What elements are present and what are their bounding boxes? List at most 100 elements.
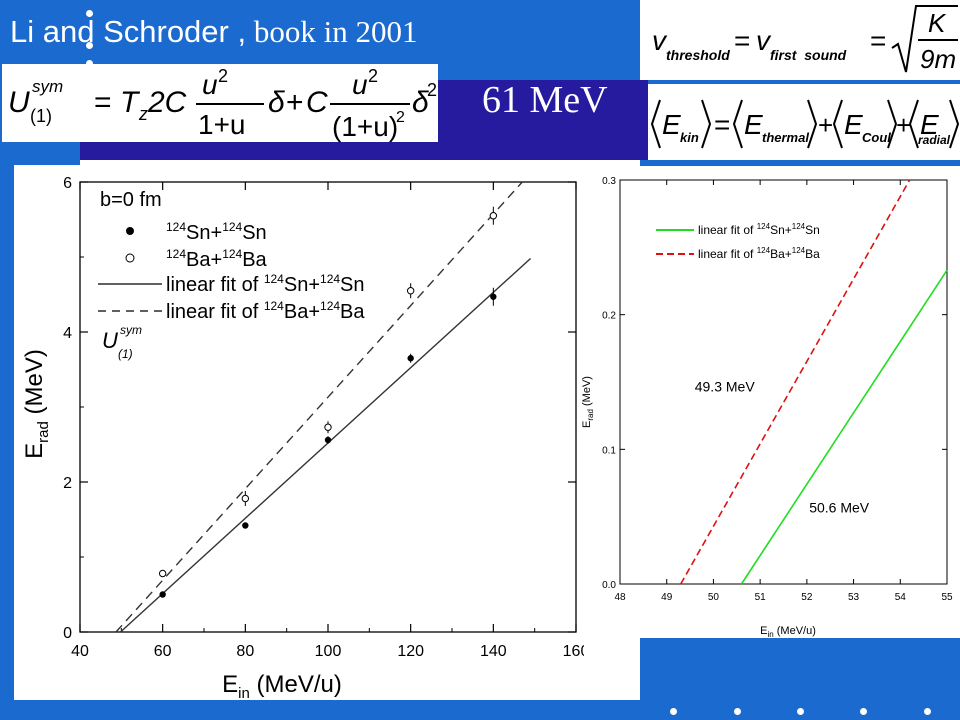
legend-sup: 124 [166, 220, 186, 234]
angle-bracket [908, 99, 919, 149]
energy-label: 61 MeV [482, 79, 608, 121]
x-axis-label: Ein (MeV/u) [222, 671, 342, 700]
x-label-main: E [222, 671, 238, 698]
annotation-u-sup: sym [120, 323, 142, 337]
x-label-main: E [760, 625, 767, 637]
eq-u: U [8, 86, 30, 119]
y-label-sub: rad [586, 409, 595, 421]
eq-delta2: δ [412, 86, 429, 119]
eq-equals: = [734, 25, 750, 56]
chart-axes: 48 49 50 51 52 53 54 55 0.0 0.1 0.2 0.3 [602, 176, 953, 603]
threshold-annotation: 50.6 MeV [809, 500, 870, 516]
bottom-right-band [640, 638, 960, 720]
eq-num1: u [202, 69, 218, 100]
title-book: book in 2001 [246, 14, 418, 49]
sqrt-icon [891, 5, 958, 73]
eq-plus2: + [896, 110, 911, 140]
legend-entry-ba-fit: linear fit of 124Ba+124Ba [166, 299, 365, 323]
legend-el: Sn+ [186, 222, 222, 244]
y-tick-label: 4 [63, 325, 72, 342]
legend-el: Ba [340, 301, 365, 323]
legend-header: b=0 fm [100, 189, 162, 211]
legend-marker-open [125, 253, 135, 263]
legend-sup: 124 [320, 272, 340, 286]
legend-prefix: linear fit of [698, 247, 757, 261]
y-label-rest: (MeV) [581, 376, 593, 409]
x-label-sub: in [767, 630, 773, 638]
legend-el: Sn [805, 223, 820, 237]
angle-bracket [887, 99, 898, 149]
eq-e-thermal-sub: thermal [762, 130, 809, 145]
fit-line-dashed [115, 181, 523, 633]
bottom-band [0, 700, 640, 720]
eq-v1: v [652, 25, 668, 56]
y-tick-label: 0.0 [602, 580, 616, 591]
legend-prefix: linear fit of [166, 274, 264, 296]
eq-9m: 9m [920, 44, 956, 74]
eq-den1: 1+u [198, 109, 246, 140]
point-ba [324, 423, 332, 431]
legend-el: Ba+ [284, 301, 320, 323]
x-tick-label: 49 [661, 592, 673, 603]
decor-dot [86, 42, 93, 49]
eq-v1-sub: threshold [666, 47, 730, 63]
angle-bracket [732, 99, 743, 149]
eq-num1-exp: 2 [218, 66, 228, 86]
legend-el: Sn+ [284, 274, 320, 296]
legend-sup: 124 [792, 246, 806, 255]
legend-sup: 124 [264, 299, 284, 313]
left-strip [0, 165, 14, 720]
eq-e-thermal: E [744, 109, 763, 140]
legend-el: Sn+ [770, 223, 792, 237]
angle-bracket [949, 99, 960, 149]
legend-entry-ba-fit: linear fit of 124Ba+124Ba [698, 246, 820, 261]
x-tick-label: 54 [895, 592, 907, 603]
x-tick-label: 53 [848, 592, 860, 603]
eq-t: T [120, 86, 141, 119]
x-tick-label: 140 [480, 643, 507, 660]
legend-el: Ba+ [770, 247, 792, 261]
eq-u-sub: (1) [30, 106, 52, 126]
eq-equals: = [714, 109, 730, 140]
decor-dot [734, 708, 741, 715]
title-authors: Li and Schroder , [10, 14, 247, 49]
legend: b=0 fm 124Sn+124Sn 124Ba+124Ba linear fi… [98, 189, 365, 361]
x-label-rest: (MeV/u) [250, 671, 342, 698]
erad-zoom-chart: 48 49 50 51 52 53 54 55 0.0 0.1 0.2 0.3 linear fit … [580, 166, 960, 638]
divider-line [640, 160, 960, 166]
y-tick-label: 2 [63, 475, 72, 492]
y-label-sub: rad [35, 421, 52, 443]
x-tick-label: 52 [801, 592, 813, 603]
x-axis-label: Ein (MeV/u) [760, 625, 816, 638]
angle-bracket [701, 99, 712, 149]
fit-lines [680, 179, 948, 585]
eq-v2-sub: first sound [770, 47, 847, 63]
threshold-velocity-equation: v threshold = v first sound = K 9m [648, 0, 960, 80]
legend-sup: 124 [222, 247, 242, 261]
legend-el: Ba+ [186, 249, 222, 271]
legend-prefix: linear fit of [166, 301, 264, 323]
eq-delta2-exp: 2 [427, 80, 437, 100]
data-points [158, 206, 498, 598]
eq-c: C [306, 86, 328, 119]
x-tick-label: 51 [755, 592, 767, 603]
eq-equals2: = [870, 25, 886, 56]
x-tick-label: 48 [614, 592, 626, 603]
x-tick-label: 40 [71, 643, 89, 660]
x-tick-label: 100 [315, 643, 342, 660]
point-sn [407, 355, 414, 362]
point-sn [159, 591, 166, 598]
legend-el: Sn [242, 222, 266, 244]
angle-bracket [807, 99, 818, 149]
y-tick-label: 6 [63, 175, 72, 192]
legend-sup: 124 [264, 272, 284, 286]
decor-dot [924, 708, 931, 715]
eq-den2: (1+u) [332, 111, 398, 142]
annotation-u-sub: (1) [118, 347, 133, 361]
eq-den2-exp: 2 [396, 109, 405, 126]
eq-e-kin-sub: kin [680, 130, 699, 145]
decor-dot [860, 708, 867, 715]
legend-sup: 124 [222, 220, 242, 234]
eq-num2: u [352, 69, 368, 100]
annotation-u: U [102, 328, 118, 353]
